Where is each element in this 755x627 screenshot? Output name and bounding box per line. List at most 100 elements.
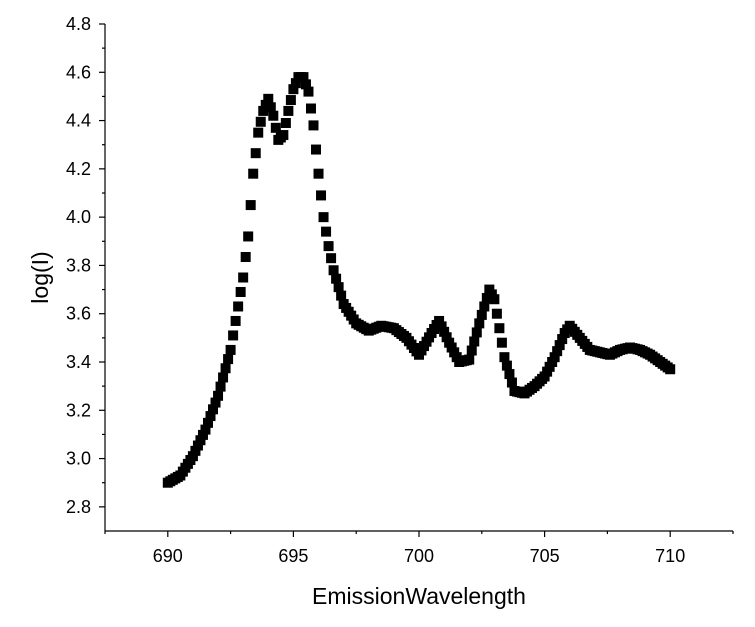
- data-point: [248, 168, 259, 179]
- x-axis: 690 695 700 705 710: [104, 530, 734, 566]
- data-point: [290, 78, 301, 89]
- data-point: [285, 95, 296, 106]
- data-point: [308, 120, 319, 131]
- y-tick-label: 3.0: [66, 449, 91, 469]
- data-point: [557, 334, 568, 345]
- y-tick-label: 3.8: [66, 255, 91, 275]
- data-point: [476, 309, 487, 320]
- data-point: [501, 360, 512, 371]
- data-point: [298, 72, 309, 83]
- data-point: [441, 332, 452, 343]
- data-point: [504, 369, 515, 380]
- data-point: [283, 105, 294, 116]
- data-point: [479, 301, 490, 312]
- data-point: [243, 231, 254, 242]
- data-point: [253, 127, 264, 138]
- data-point: [187, 451, 198, 462]
- x-tick-label: 695: [278, 546, 308, 566]
- data-point: [260, 99, 271, 110]
- data-point: [328, 265, 339, 276]
- y-tick-label: 3.2: [66, 400, 91, 420]
- y-tick-label: 4.4: [66, 111, 91, 131]
- data-point: [205, 411, 216, 422]
- data-point: [235, 286, 246, 297]
- data-point: [506, 377, 517, 388]
- data-point: [496, 337, 507, 348]
- data-point: [263, 93, 274, 104]
- data-point: [240, 251, 251, 262]
- y-tick-label: 2.8: [66, 497, 91, 517]
- data-point: [265, 102, 276, 113]
- data-point: [192, 440, 203, 451]
- data-point: [554, 340, 565, 351]
- y-tick-label: 4.2: [66, 159, 91, 179]
- data-point: [313, 168, 324, 179]
- data-point: [491, 308, 502, 319]
- data-point: [303, 86, 314, 97]
- x-tick-label: 690: [153, 546, 183, 566]
- data-point: [549, 352, 560, 363]
- data-point: [321, 226, 332, 237]
- data-point: [255, 116, 266, 127]
- y-axis-title: log(I): [27, 251, 53, 303]
- y-tick-label: 4.0: [66, 207, 91, 227]
- y-tick-label: 3.6: [66, 304, 91, 324]
- data-point: [278, 130, 289, 141]
- data-point: [218, 372, 229, 383]
- data-point: [208, 404, 219, 415]
- y-tick-label: 3.4: [66, 352, 91, 372]
- data-point: [464, 354, 475, 365]
- data-point: [233, 301, 244, 312]
- data-point: [213, 390, 224, 401]
- data-point: [280, 117, 291, 128]
- data-point: [471, 327, 482, 338]
- data-point: [552, 346, 563, 357]
- data-point: [190, 445, 201, 456]
- data-point: [336, 290, 347, 301]
- data-point: [305, 103, 316, 114]
- data-point: [316, 190, 327, 201]
- data-point: [469, 336, 480, 347]
- data-point: [434, 315, 445, 326]
- data-point: [323, 241, 334, 252]
- data-point: [202, 417, 213, 428]
- y-axis: 2.8 3.0 3.2 3.4 3.6 3.8 4.0 4.2 4.4 4.6 4.8: [66, 14, 106, 531]
- data-point: [238, 272, 249, 283]
- data-point: [311, 144, 322, 155]
- data-point: [326, 253, 337, 264]
- data-point: [499, 352, 510, 363]
- y-tick-label: 4.6: [66, 62, 91, 82]
- x-axis-title: EmissionWavelength: [312, 583, 526, 609]
- data-point: [210, 397, 221, 408]
- data-point: [268, 110, 279, 121]
- x-tick-label: 705: [530, 546, 560, 566]
- data-point: [331, 273, 342, 284]
- data-point: [250, 148, 261, 159]
- data-point: [439, 326, 450, 337]
- data-point: [436, 321, 447, 332]
- data-point: [200, 424, 211, 435]
- x-tick-label: 700: [404, 546, 434, 566]
- data-point: [195, 435, 206, 446]
- data-point: [245, 200, 256, 211]
- data-point: [258, 105, 269, 116]
- data-point: [300, 79, 311, 90]
- data-point: [228, 330, 239, 341]
- data-point: [288, 84, 299, 95]
- y-tick-label: 4.8: [66, 14, 91, 34]
- data-point: [333, 282, 344, 293]
- data-point: [466, 345, 477, 356]
- data-point: [220, 363, 231, 374]
- data-point: [197, 429, 208, 440]
- data-point: [223, 354, 234, 365]
- data-point: [318, 212, 329, 223]
- data-point: [230, 315, 241, 326]
- x-tick-label: 710: [655, 546, 685, 566]
- data-point: [481, 293, 492, 304]
- data-point: [494, 323, 505, 334]
- data-point: [489, 294, 500, 305]
- data-point: [225, 344, 236, 355]
- data-points: [162, 72, 676, 488]
- data-point: [270, 122, 281, 133]
